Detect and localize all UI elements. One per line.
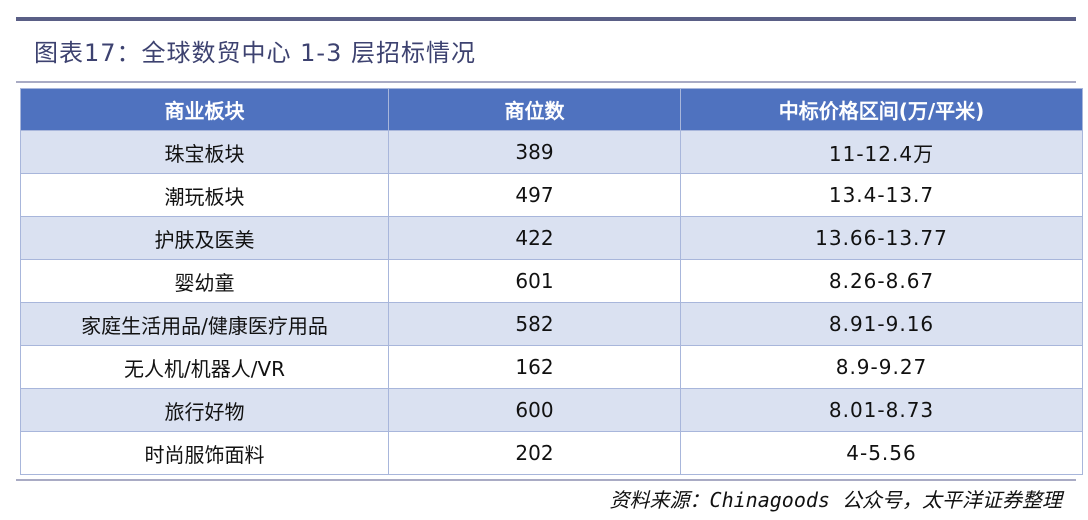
units-cell: 600 <box>388 388 681 432</box>
header-sector: 商业板块 <box>20 88 389 131</box>
title-rule <box>16 81 1076 83</box>
units-cell: 582 <box>388 302 681 346</box>
sector-cell: 护肤及医美 <box>20 216 389 260</box>
top-rule <box>16 17 1076 21</box>
units-cell: 162 <box>388 345 681 389</box>
price-cell: 8.01-8.73 <box>680 388 1083 432</box>
price-cell: 13.4-13.7 <box>680 173 1083 217</box>
price-cell: 8.26-8.67 <box>680 259 1083 303</box>
price-cell: 11-12.4万 <box>680 130 1083 174</box>
price-cell: 8.9-9.27 <box>680 345 1083 389</box>
sector-cell: 家庭生活用品/健康医疗用品 <box>20 302 389 346</box>
source-note: 资料来源：Chinagoods 公众号，太平洋证券整理 <box>609 488 1062 512</box>
units-cell: 601 <box>388 259 681 303</box>
units-cell: 497 <box>388 173 681 217</box>
price-cell: 4-5.56 <box>680 431 1083 475</box>
table-row: 珠宝板块 389 11-12.4万 <box>20 130 1083 174</box>
header-units: 商位数 <box>388 88 681 131</box>
sector-cell: 无人机/机器人/VR <box>20 345 389 389</box>
table-row: 婴幼童 601 8.26-8.67 <box>20 259 1083 303</box>
sector-cell: 时尚服饰面料 <box>20 431 389 475</box>
figure-title: 图表17：全球数贸中心 1-3 层招标情况 <box>34 39 476 67</box>
units-cell: 202 <box>388 431 681 475</box>
sector-cell: 旅行好物 <box>20 388 389 432</box>
units-cell: 422 <box>388 216 681 260</box>
sector-cell: 潮玩板块 <box>20 173 389 217</box>
sector-cell: 婴幼童 <box>20 259 389 303</box>
table-row: 家庭生活用品/健康医疗用品 582 8.91-9.16 <box>20 302 1083 346</box>
bottom-rule <box>16 479 1076 481</box>
units-cell: 389 <box>388 130 681 174</box>
bidding-table: 商业板块 商位数 中标价格区间(万/平米) 珠宝板块 389 11-12.4万 潮玩板… <box>20 88 1083 475</box>
table-row: 旅行好物 600 8.01-8.73 <box>20 388 1083 432</box>
table-row: 无人机/机器人/VR 162 8.9-9.27 <box>20 345 1083 389</box>
price-cell: 8.91-9.16 <box>680 302 1083 346</box>
table-header-row: 商业板块 商位数 中标价格区间(万/平米) <box>20 88 1083 131</box>
table-row: 时尚服饰面料 202 4-5.56 <box>20 431 1083 475</box>
table-row: 护肤及医美 422 13.66-13.77 <box>20 216 1083 260</box>
header-price-range: 中标价格区间(万/平米) <box>680 88 1083 131</box>
price-cell: 13.66-13.77 <box>680 216 1083 260</box>
table-row: 潮玩板块 497 13.4-13.7 <box>20 173 1083 217</box>
sector-cell: 珠宝板块 <box>20 130 389 174</box>
